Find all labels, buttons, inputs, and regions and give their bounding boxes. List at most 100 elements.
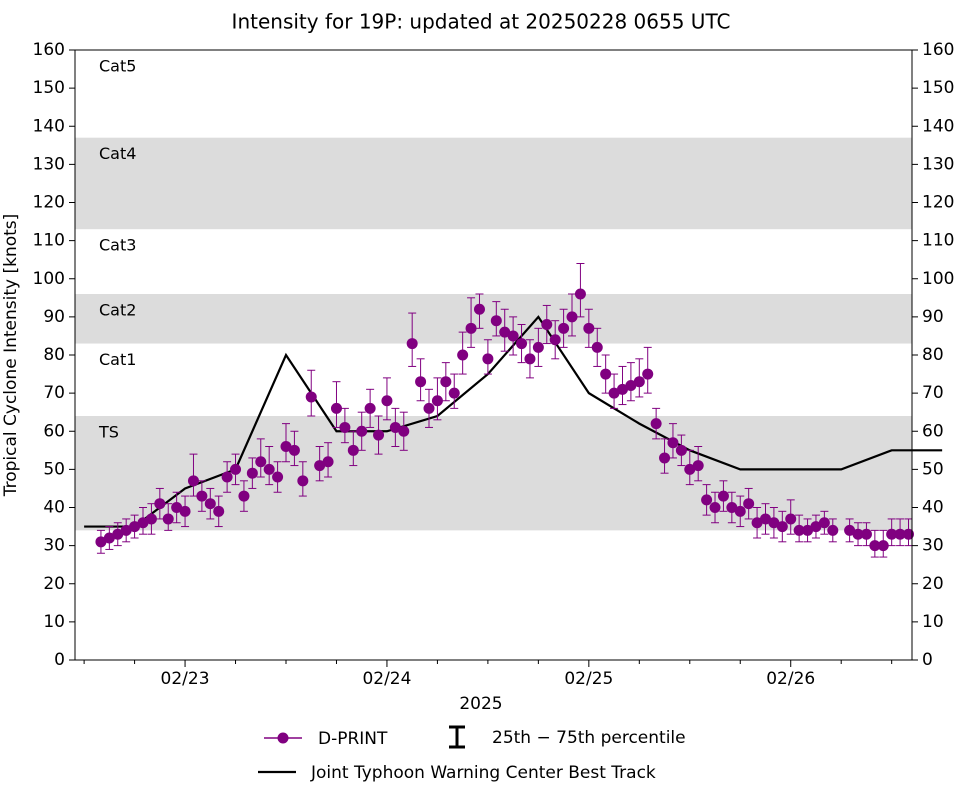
y2-tick-label: 100: [922, 269, 954, 289]
band-label: TS: [98, 423, 119, 442]
data-point: [751, 517, 763, 529]
data-point: [549, 334, 561, 346]
data-point: [785, 513, 797, 525]
x-tick-label: 02/26: [766, 669, 815, 689]
y2-tick-label: 30: [922, 536, 944, 556]
data-point: [137, 517, 149, 529]
data-point: [297, 475, 309, 487]
x-tick-label: 02/23: [161, 669, 210, 689]
y2-tick-label: 90: [922, 307, 944, 327]
data-point: [768, 517, 780, 529]
legend-label: D-PRINT: [318, 729, 388, 749]
data-point: [574, 288, 586, 300]
data-point: [566, 311, 578, 323]
data-point: [112, 528, 124, 540]
data-point: [692, 460, 704, 472]
intensity-band: [75, 137, 912, 230]
data-point: [600, 368, 612, 380]
data-point: [894, 528, 906, 540]
y-tick-label: 110: [33, 231, 65, 251]
y-tick-label: 130: [33, 154, 65, 174]
data-point: [532, 341, 544, 353]
data-point: [389, 421, 401, 433]
intensity-band: [75, 416, 912, 531]
data-point: [398, 425, 410, 437]
data-point: [869, 540, 881, 552]
x-tick-label: 02/24: [362, 669, 411, 689]
legend-label: 25th − 75th percentile: [492, 728, 686, 748]
data-point: [608, 387, 620, 399]
data-point: [759, 513, 771, 525]
y2-tick-label: 160: [922, 40, 954, 60]
data-point: [675, 444, 687, 456]
data-point: [541, 319, 553, 330]
legend-label: Joint Typhoon Warning Center Best Track: [310, 763, 656, 783]
data-point: [171, 502, 183, 513]
data-point: [187, 475, 199, 487]
data-point: [776, 521, 788, 533]
data-point: [659, 452, 671, 464]
y2-tick-label: 20: [922, 574, 944, 594]
y-axis-label: Tropical Cyclone Intensity [knots]: [1, 214, 21, 498]
data-point: [221, 471, 233, 483]
y-tick-label: 0: [54, 650, 65, 670]
data-point: [120, 524, 132, 536]
y-tick-label: 120: [33, 193, 65, 213]
data-point: [179, 505, 191, 517]
data-point: [902, 528, 914, 540]
data-point: [373, 429, 385, 441]
y2-tick-label: 140: [922, 116, 954, 136]
data-point: [288, 444, 300, 456]
data-point: [196, 490, 208, 502]
data-point: [860, 528, 872, 540]
data-point: [726, 502, 738, 513]
data-point: [145, 513, 157, 525]
y-tick-label: 10: [43, 612, 65, 632]
data-point: [103, 532, 115, 544]
y2-tick-label: 50: [922, 459, 944, 479]
data-point: [886, 528, 898, 540]
data-point: [263, 463, 275, 475]
data-point: [616, 383, 628, 395]
data-point: [844, 524, 856, 536]
data-point: [516, 338, 528, 350]
y2-tick-label: 70: [922, 383, 944, 403]
chart-title: Intensity for 19P: updated at 20250228 0…: [232, 10, 731, 34]
data-point: [356, 425, 368, 437]
band-label: Cat3: [99, 236, 136, 255]
data-point: [431, 395, 443, 407]
y2-tick-label: 150: [922, 78, 954, 98]
data-point: [524, 353, 536, 365]
y2-tick-label: 0: [922, 650, 933, 670]
legend-marker: [277, 732, 289, 744]
y-tick-label: 70: [43, 383, 65, 403]
data-point: [238, 490, 250, 502]
data-point: [650, 418, 662, 430]
data-point: [272, 471, 284, 483]
y-tick-label: 140: [33, 116, 65, 136]
data-point: [280, 441, 292, 452]
band-label: Cat4: [99, 144, 136, 163]
data-point: [95, 536, 107, 548]
plot-frame: [74, 49, 913, 661]
data-point: [642, 368, 654, 380]
data-point: [406, 338, 418, 350]
y-tick-label: 50: [43, 459, 65, 479]
y-tick-label: 40: [43, 498, 65, 518]
data-point: [499, 326, 511, 338]
data-point: [129, 521, 141, 533]
y-tick-label: 20: [43, 574, 65, 594]
data-point: [364, 402, 376, 414]
data-point: [625, 380, 637, 391]
data-point: [717, 490, 729, 502]
data-point: [423, 402, 435, 414]
data-point: [204, 498, 216, 510]
data-point: [490, 315, 502, 327]
data-point: [507, 330, 519, 342]
data-point: [818, 517, 830, 529]
data-point: [314, 460, 326, 472]
data-point: [448, 387, 460, 399]
data-point: [802, 524, 814, 536]
y-tick-label: 160: [33, 40, 65, 60]
